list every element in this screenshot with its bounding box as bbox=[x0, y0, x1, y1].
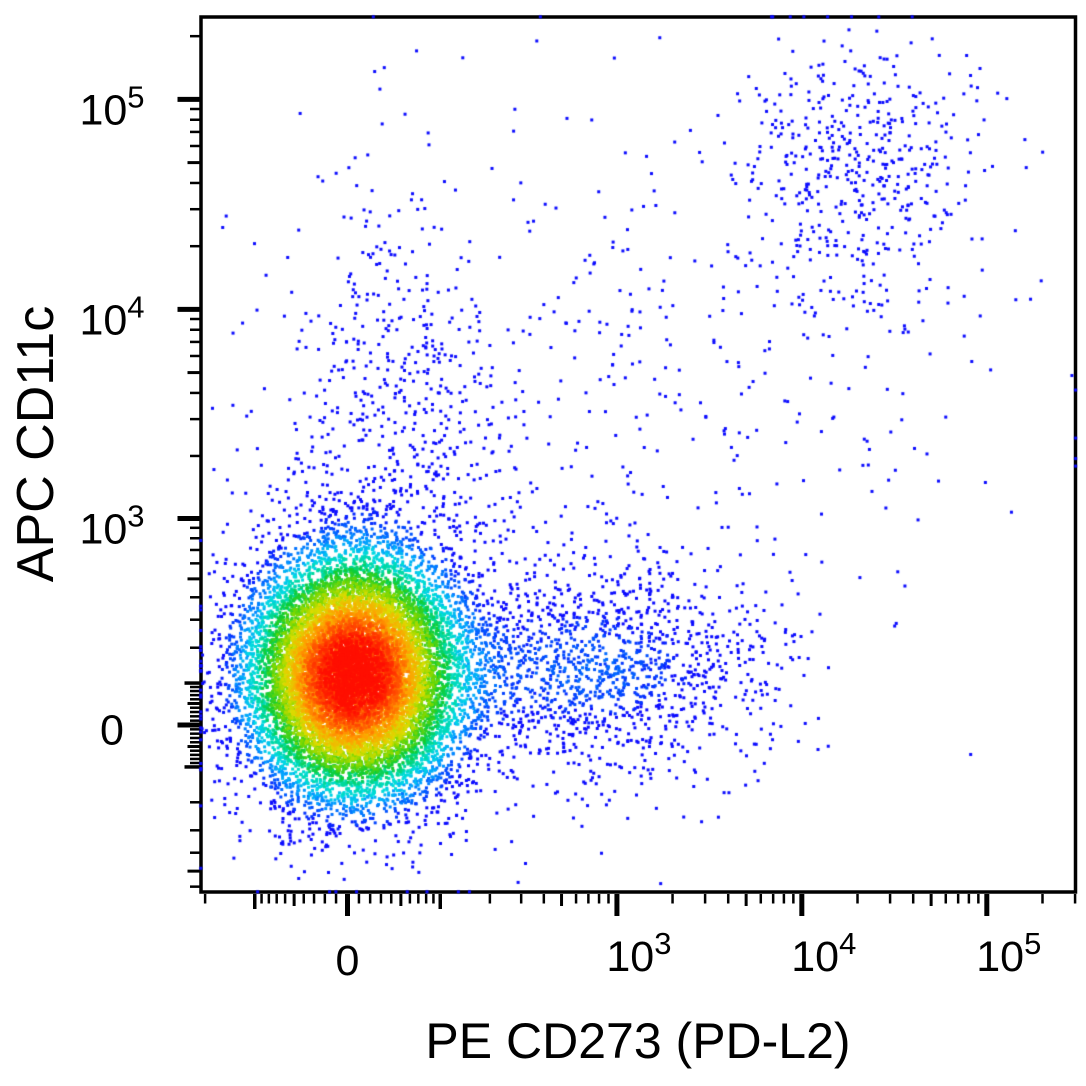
density-scatter-canvas bbox=[0, 0, 1086, 1086]
flow-cytometry-plot: PE CD273 (PD-L2) APC CD11c 0 103 104 105 0 10… bbox=[0, 0, 1086, 1086]
